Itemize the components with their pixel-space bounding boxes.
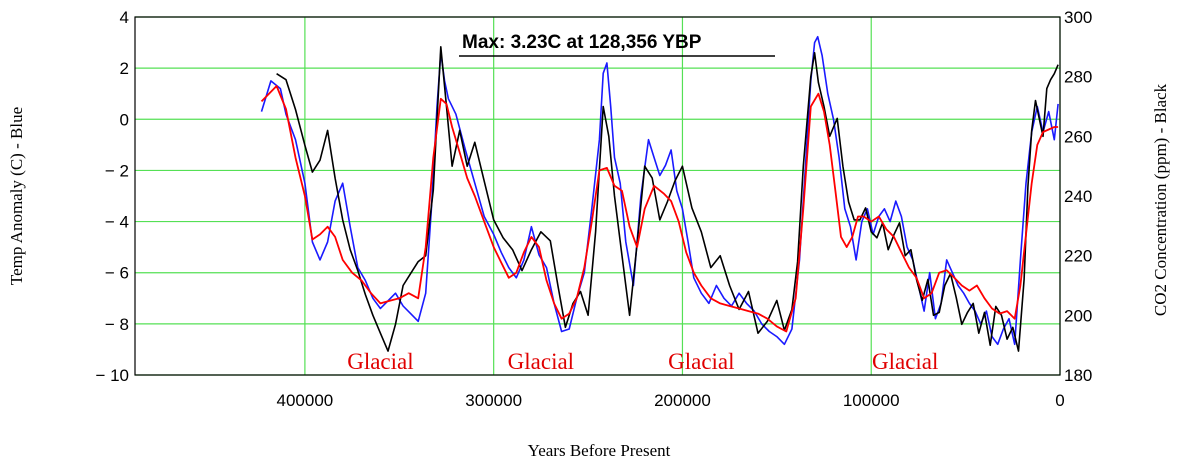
x-tick-label: 200000 (654, 391, 711, 410)
tick-labels: 400000 300000 200000 100000 0 4 2 0 − 2 − 4 − 6 − 8… (95, 8, 1092, 410)
x-axis-title: Years Before Present (528, 441, 671, 460)
glacial-label: Glacial (872, 349, 938, 374)
x-tick-label: 300000 (465, 391, 522, 410)
y-left-tick-label: 2 (120, 59, 129, 78)
y-axis-left-title: Temp Anomaly (C) - Blue (7, 107, 26, 285)
max-annotation: Max: 3.23C at 128,356 YBP (462, 32, 702, 53)
glacial-labels: Glacial Glacial Glacial Glacial (347, 349, 938, 374)
y-right-tick-label: 300 (1064, 8, 1092, 27)
y-right-tick-label: 280 (1064, 68, 1092, 87)
y-right-tick-label: 180 (1064, 366, 1092, 385)
glacial-label: Glacial (508, 349, 574, 374)
y-left-tick-label: − 2 (105, 161, 129, 180)
co2-series-line (276, 45, 1059, 352)
y-right-tick-label: 260 (1064, 127, 1092, 146)
x-tick-label: 400000 (277, 391, 334, 410)
y-left-tick-label: − 8 (105, 315, 129, 334)
glacial-label: Glacial (347, 349, 413, 374)
temperature-series-line (260, 35, 1059, 346)
y-left-tick-label: 4 (120, 8, 129, 27)
y-axis-right-title: CO2 Concentration (ppm) - Black (1151, 83, 1170, 316)
y-left-tick-label: − 6 (105, 264, 129, 283)
y-right-tick-label: 240 (1064, 187, 1092, 206)
glacial-label: Glacial (668, 349, 734, 374)
x-tick-label: 0 (1055, 391, 1064, 410)
y-left-tick-label: − 10 (95, 366, 129, 385)
y-left-tick-label: − 4 (105, 213, 129, 232)
series-layer (260, 35, 1059, 352)
grid (135, 16, 1061, 376)
y-right-tick-label: 220 (1064, 247, 1092, 266)
y-right-tick-label: 200 (1064, 306, 1092, 325)
smoothed-temperature-line (260, 85, 1059, 333)
x-tick-label: 100000 (843, 391, 900, 410)
y-left-tick-label: 0 (120, 110, 129, 129)
plot-frame (134, 16, 1061, 376)
